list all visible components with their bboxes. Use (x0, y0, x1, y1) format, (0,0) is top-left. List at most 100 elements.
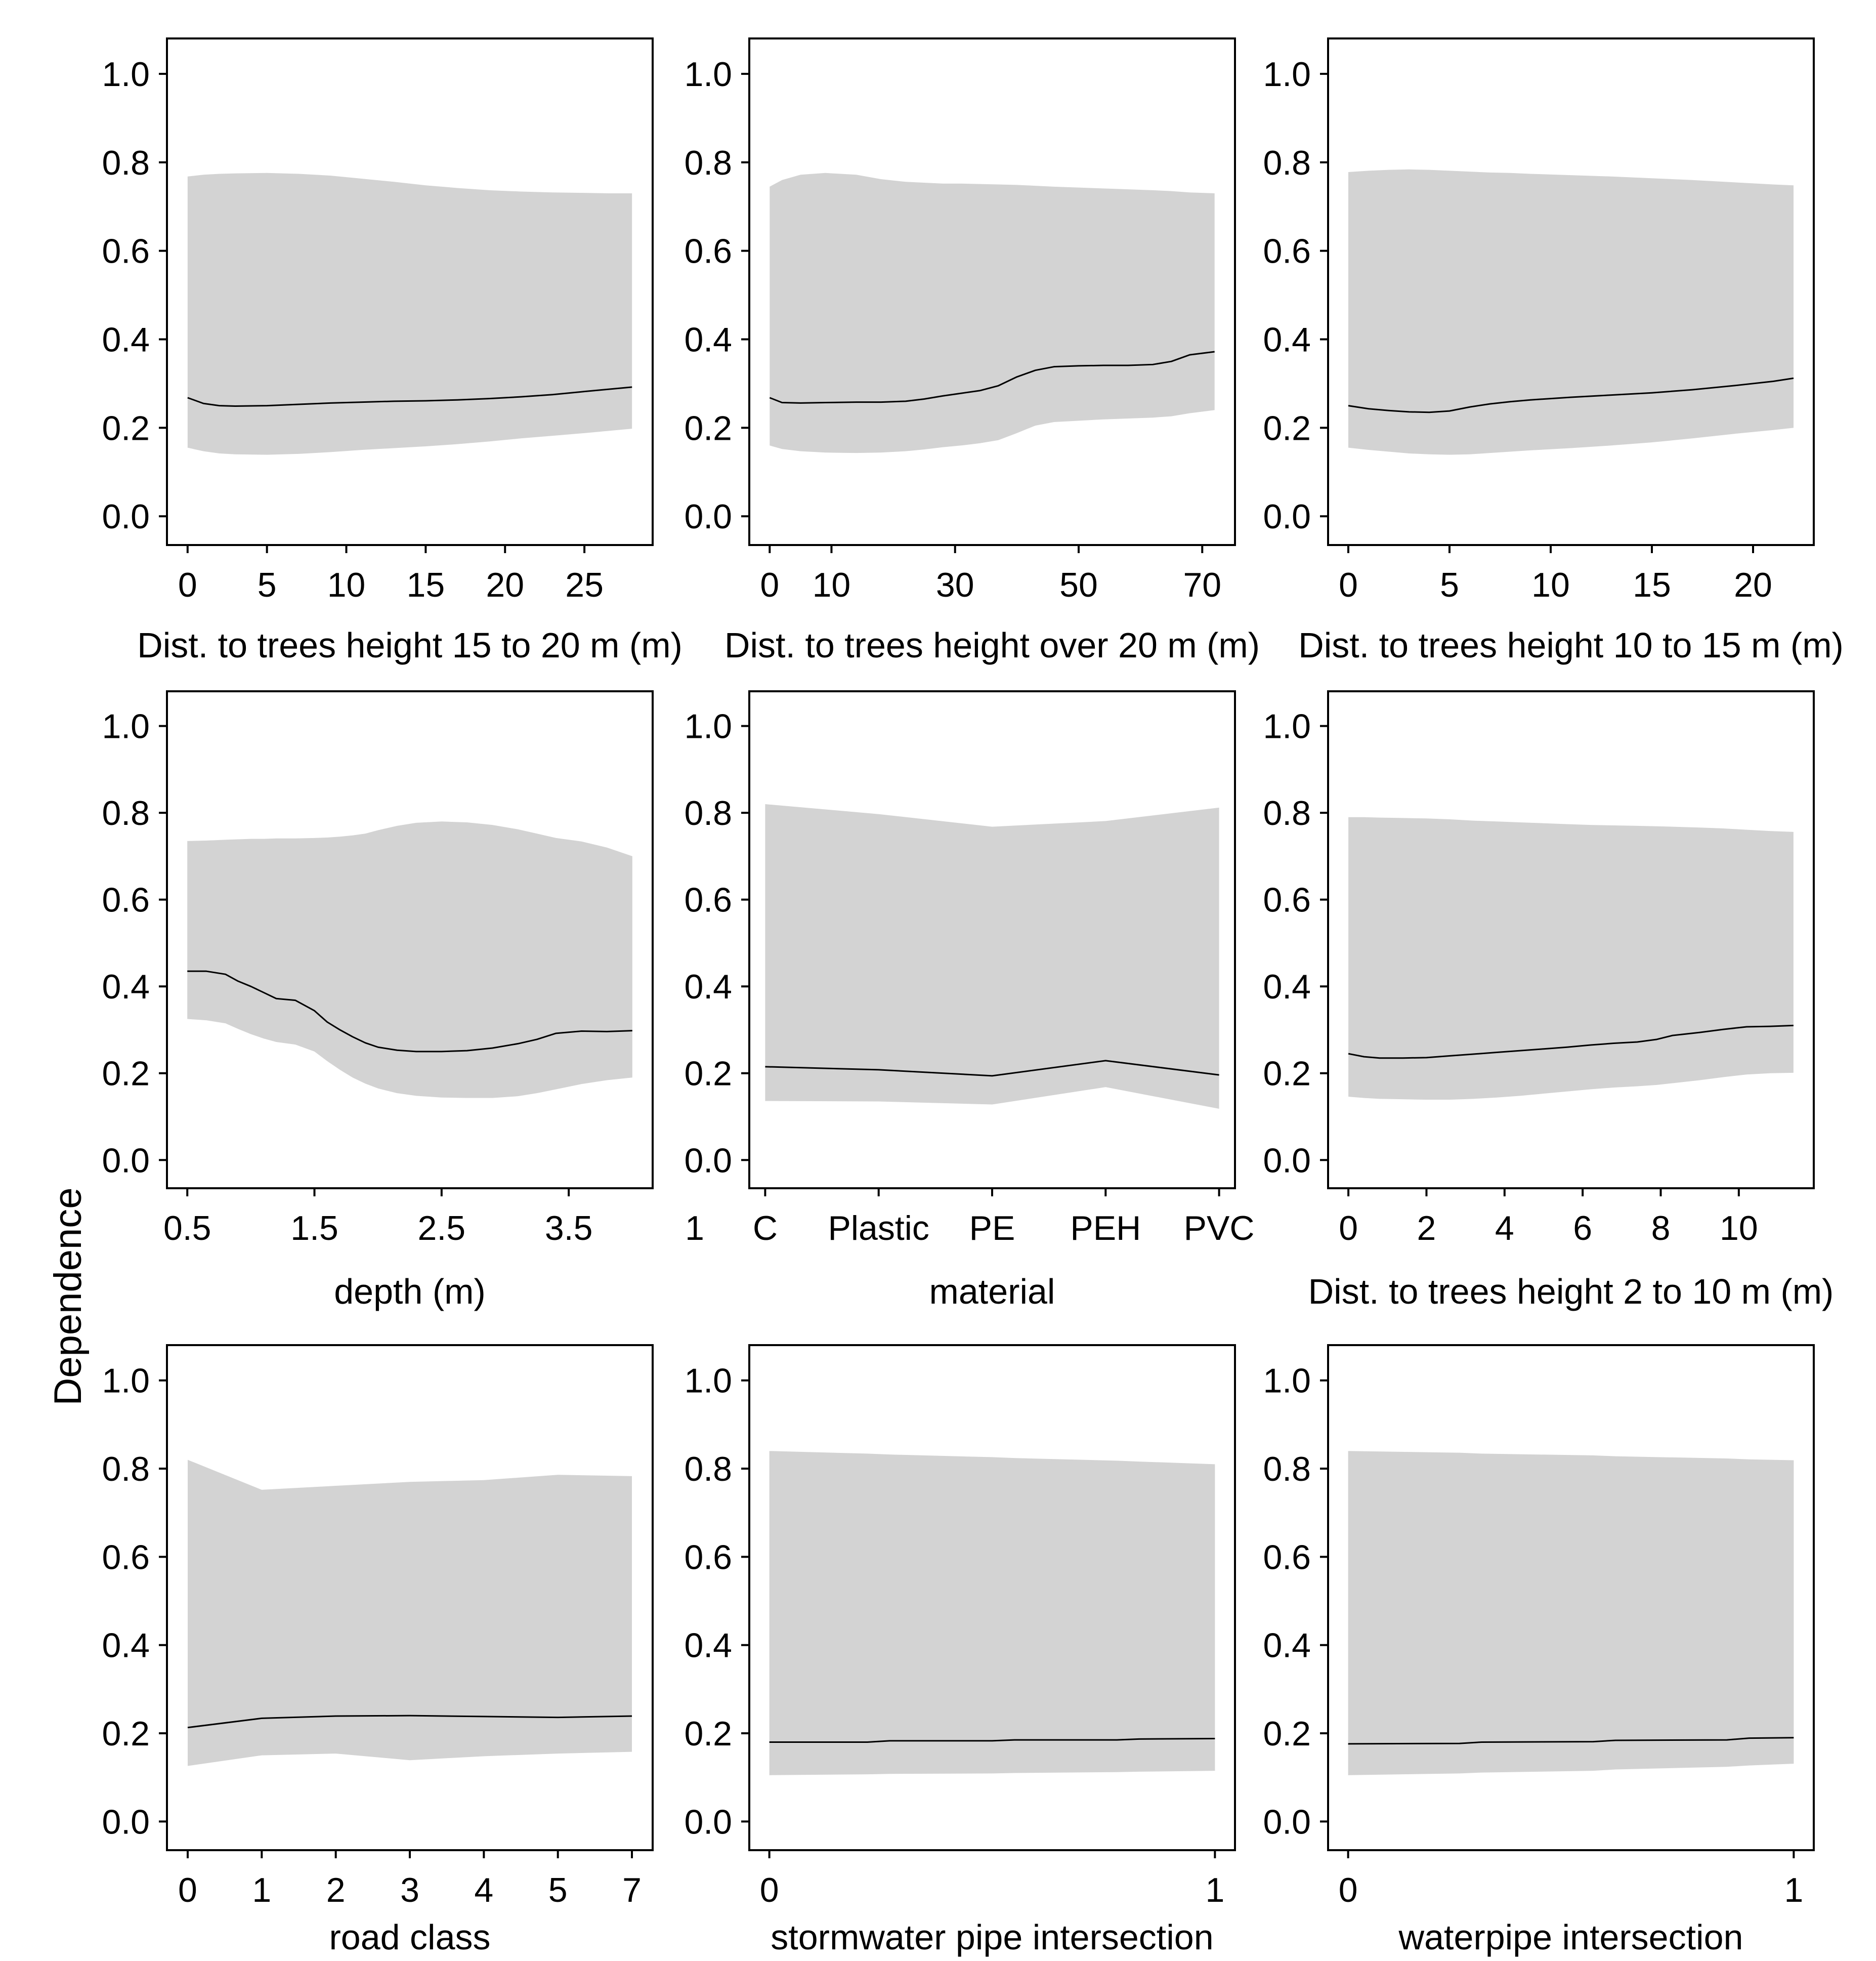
x-tick-label: 10 (327, 566, 366, 604)
plot-frame (1327, 1344, 1815, 1851)
y-tick-label: 0.6 (684, 232, 732, 271)
x-tick-label: 0.5 (163, 1209, 211, 1247)
x-axis-label: depth (m) (334, 1272, 486, 1311)
y-tick-label: 0.2 (102, 1055, 150, 1093)
y-tick-label: 0.6 (1263, 232, 1311, 271)
y-tick-label: 0.2 (1263, 1055, 1311, 1093)
x-tick-label: 15 (1633, 566, 1671, 604)
y-tick-label: 0.0 (102, 1141, 150, 1180)
confidence-band (1348, 1451, 1794, 1775)
confidence-band (187, 173, 632, 455)
y-tick-label: 0.6 (684, 1538, 732, 1576)
confidence-band (187, 1459, 632, 1766)
dependence-line (1348, 377, 1794, 413)
y-tick-label: 0.6 (1263, 1538, 1311, 1576)
x-tick-label: 1 (1784, 1871, 1803, 1909)
plot-material: 0.0 0.2 0.4 0.6 0.8 1.0 C Plastic PE PEH PVC 1 mater… (684, 690, 1255, 1311)
x-tick-label: 2 (1417, 1209, 1436, 1247)
plot-frame (1327, 690, 1815, 1189)
y-tick-label: 1.0 (684, 707, 732, 746)
confidence-band (187, 821, 632, 1098)
confidence-band (769, 1451, 1215, 1775)
y-tick-label: 0.0 (684, 1141, 732, 1180)
plot-frame (166, 37, 654, 546)
x-tick-label: 2 (326, 1871, 346, 1909)
plot-frame (748, 1344, 1236, 1851)
x-axis-label: Dist. to trees height 10 to 15 m (m) (1298, 625, 1844, 665)
x-tick-label: 10 (1531, 566, 1570, 604)
x-tick-label: 7 (622, 1871, 642, 1909)
x-tick-label: PVC (1184, 1209, 1255, 1247)
y-tick-label: 0.4 (102, 1626, 150, 1665)
dependence-line (1348, 1024, 1794, 1059)
x-axis-label: Dist. to trees height 2 to 10 m (m) (1308, 1272, 1834, 1311)
y-tick-label: 0.4 (102, 320, 150, 359)
x-axis-label: material (929, 1272, 1055, 1311)
y-tick-label: 0.4 (1263, 320, 1311, 359)
y-tick-label: 0.8 (684, 144, 732, 182)
confidence-band (1348, 169, 1794, 455)
x-axis-label: waterpipe intersection (1398, 1917, 1743, 1957)
plot-frame (748, 37, 1236, 546)
y-tick-label: 1.0 (1263, 1362, 1311, 1400)
y-tick-label: 0.0 (102, 1803, 150, 1841)
y-tick-label: 1.0 (1263, 707, 1311, 746)
y-tick-label: 0.2 (102, 1715, 150, 1753)
x-tick-label: 5 (1440, 566, 1459, 604)
dependence-line (187, 1715, 632, 1729)
confidence-band (770, 173, 1215, 453)
y-tick-label: 1.0 (102, 707, 150, 746)
stray-tick-label: 1 (685, 1209, 704, 1247)
y-tick-label: 0.0 (1263, 497, 1311, 536)
y-tick-label: 0.8 (102, 144, 150, 182)
y-tick-label: 0.4 (102, 968, 150, 1006)
y-tick-label: 0.8 (1263, 144, 1311, 182)
y-tick-label: 0.2 (684, 409, 732, 447)
dependence-line (1348, 1737, 1794, 1745)
x-tick-label: 70 (1183, 566, 1221, 604)
plot-dist-to-trees-height-10-to-15-m-m: 0.0 0.2 0.4 0.6 0.8 1.0 0 5 10 15 20 Dist. to trees… (1263, 37, 1844, 665)
plot-stormwater-pipe-intersection: 0.0 0.2 0.4 0.6 0.8 1.0 0 1 stormwater pipe inte… (684, 1344, 1236, 1957)
x-tick-label: 30 (936, 566, 974, 604)
x-tick-label: 15 (407, 566, 445, 604)
x-tick-label: 5 (548, 1871, 568, 1909)
plot-dist-to-trees-height-2-to-10-m-m: 0.0 0.2 0.4 0.6 0.8 1.0 0 2 4 6 8 10 Dist. to trees … (1263, 690, 1834, 1311)
x-tick-label: 0 (1339, 1209, 1358, 1247)
x-tick-label: 4 (1495, 1209, 1514, 1247)
y-tick-label: 0.8 (684, 794, 732, 832)
plot-road-class: 0.0 0.2 0.4 0.6 0.8 1.0 0 1 2 3 4 5 7 road class (102, 1344, 654, 1957)
y-tick-label: 0.2 (1263, 1715, 1311, 1753)
x-tick-label: 10 (1720, 1209, 1758, 1247)
x-axis-label: Dist. to trees height 15 to 20 m (m) (137, 625, 683, 665)
confidence-band (765, 804, 1219, 1109)
y-tick-label: 0.0 (1263, 1141, 1311, 1180)
x-tick-label: 6 (1573, 1209, 1592, 1247)
x-tick-label: 20 (486, 566, 524, 604)
x-tick-label: 0 (760, 1871, 779, 1909)
y-tick-label: 1.0 (102, 55, 150, 94)
y-tick-label: 0.8 (1263, 1450, 1311, 1488)
dependence-line (769, 351, 1215, 404)
dependence-line (187, 386, 632, 407)
x-tick-label: 2.5 (418, 1209, 466, 1247)
plot-frame (1327, 37, 1815, 546)
y-tick-label: 0.2 (684, 1715, 732, 1753)
plot-frame (166, 690, 654, 1189)
plot-waterpipe-intersection: 0.0 0.2 0.4 0.6 0.8 1.0 0 1 waterpipe intersecti… (1263, 1344, 1815, 1957)
y-tick-label: 0.4 (1263, 968, 1311, 1006)
x-tick-label: 20 (1734, 566, 1772, 604)
plot-dist-to-trees-height-over-20-m-m: 0.0 0.2 0.4 0.6 0.8 1.0 0 10 30 50 70 Dist. to tree… (684, 37, 1260, 665)
y-tick-label: 0.8 (1263, 794, 1311, 832)
x-tick-label: 0 (1339, 1871, 1358, 1909)
y-tick-label: 1.0 (684, 55, 732, 94)
x-tick-label: 8 (1651, 1209, 1671, 1247)
y-tick-label: 0.8 (102, 794, 150, 832)
y-tick-label: 1.0 (1263, 55, 1311, 94)
x-tick-label: 0 (178, 566, 197, 604)
x-tick-label: PEH (1070, 1209, 1141, 1247)
x-tick-label: Plastic (828, 1209, 929, 1247)
x-axis-label: Dist. to trees height over 20 m (m) (724, 625, 1260, 665)
y-tick-label: 1.0 (102, 1362, 150, 1400)
dependence-line (187, 970, 632, 1053)
